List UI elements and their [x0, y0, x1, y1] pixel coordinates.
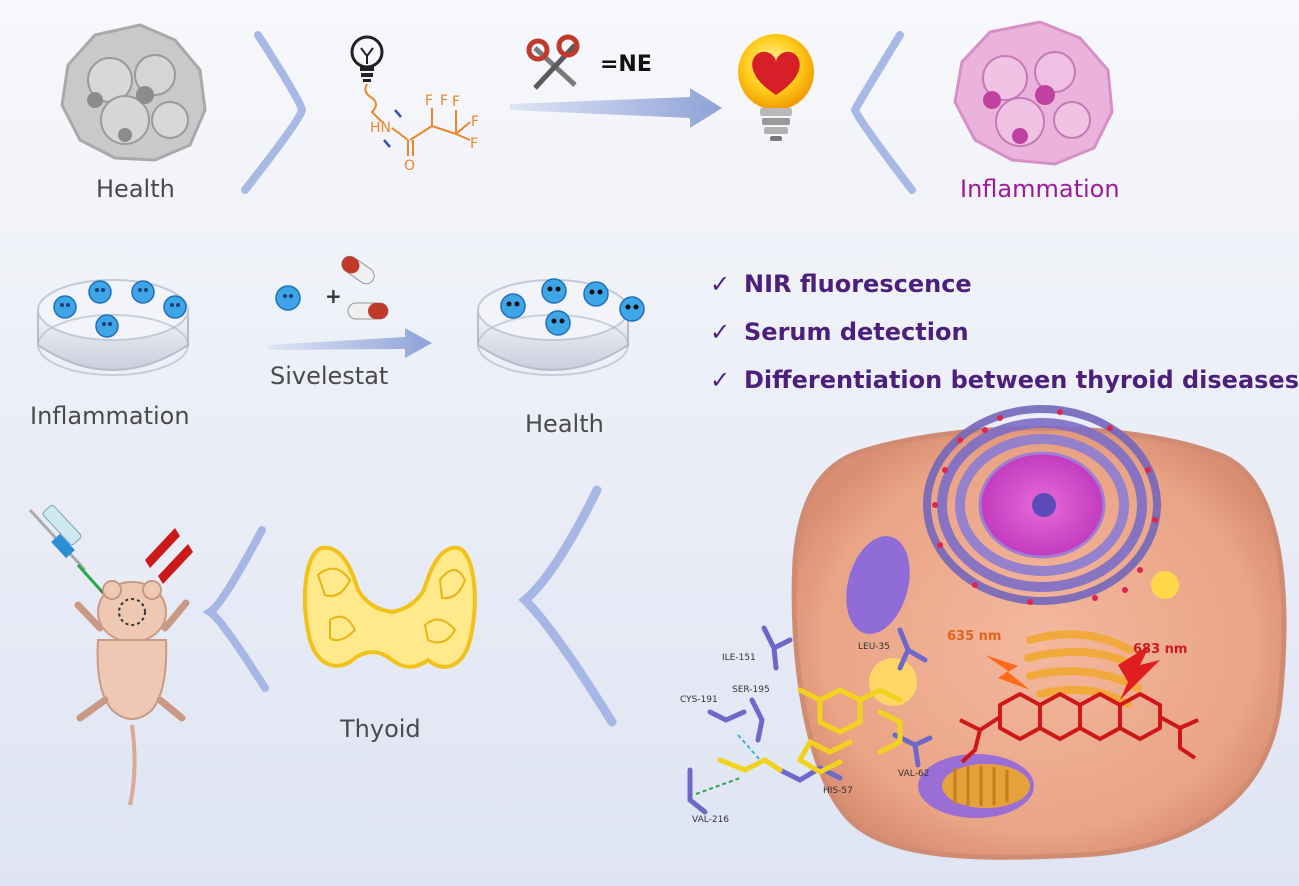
atom-label-o: O — [404, 158, 415, 174]
inflammation-cell-cluster — [953, 20, 1114, 166]
protein-docking-model — [687, 625, 933, 815]
feature-nir: ✓ NIR fluorescence — [710, 270, 972, 298]
nude-mouse — [74, 580, 190, 806]
sivelestat-treatment: + — [268, 255, 432, 358]
excitation-wavelength-label: 635 nm — [947, 629, 1001, 644]
syringe-icon — [28, 504, 113, 604]
inflammation-label-top: Inflammation — [960, 175, 1120, 203]
residue-label: CYS-191 — [680, 695, 718, 705]
health-label-dish: Health — [525, 410, 604, 438]
capsule-icon — [341, 255, 375, 285]
excitation-bolt-icon — [985, 655, 1030, 690]
inflammation-label-dish: Inflammation — [30, 402, 190, 430]
feature-text: Differentiation between thyroid diseases — [744, 366, 1299, 394]
chevron-right-icon — [241, 31, 307, 194]
thyroid-label: Thyoid — [340, 715, 421, 743]
emission-bolt-icon — [1118, 645, 1160, 700]
residue-label: LEU-35 — [858, 642, 890, 652]
check-icon: ✓ — [710, 366, 731, 394]
residue-label: ILE-151 — [722, 653, 756, 663]
residue-label: VAL-216 — [692, 815, 729, 825]
process-arrow — [510, 88, 722, 128]
endoplasmic-reticulum — [923, 405, 1161, 605]
cell-illustration — [687, 405, 1287, 860]
residue-label: HIS-57 — [823, 786, 853, 796]
capsule-icon — [347, 302, 389, 320]
scissors-icon — [526, 34, 580, 90]
atom-label-f: F — [425, 93, 433, 109]
residue-label: SER-195 — [732, 685, 770, 695]
chevron-left-icon — [850, 31, 916, 194]
feature-text: NIR fluorescence — [744, 270, 972, 298]
plus-sign: + — [325, 284, 342, 308]
residue-label: VAL-62 — [898, 769, 929, 779]
check-icon: ✓ — [710, 318, 731, 346]
petri-dish-health — [477, 278, 645, 376]
feature-thyroid: ✓ Differentiation between thyroid disease… — [710, 366, 1299, 394]
sivelestat-label: Sivelestat — [270, 362, 389, 390]
health-label-top: Health — [96, 175, 175, 203]
atom-label-f: F — [452, 94, 460, 110]
enzyme-label: =NE — [600, 52, 652, 77]
lightbulb-outline-icon — [350, 35, 384, 82]
health-cell-cluster — [60, 23, 207, 162]
thyroid-gland — [302, 545, 477, 669]
vacuole — [846, 536, 910, 634]
mitochondrion — [918, 754, 1034, 818]
atom-label-nh: HN — [370, 120, 391, 136]
atom-label-f: F — [471, 114, 479, 130]
atom-label-f: F — [440, 93, 448, 109]
ribosome-dots — [932, 409, 1158, 605]
atom-label-f: F — [470, 136, 478, 152]
feature-serum: ✓ Serum detection — [710, 318, 969, 346]
chevron-left-icon — [202, 526, 269, 692]
feature-text: Serum detection — [744, 318, 969, 346]
light-beam-icon — [145, 528, 193, 584]
check-icon: ✓ — [710, 270, 731, 298]
petri-dish-inflammation — [37, 279, 189, 376]
heart-lightbulb-icon — [738, 34, 814, 141]
probe-structure: HN O F F F F F — [350, 35, 479, 174]
fluorophore-structure — [959, 692, 1199, 764]
chevron-left-icon — [518, 485, 617, 727]
emission-wavelength-label: 683 nm — [1133, 642, 1187, 657]
